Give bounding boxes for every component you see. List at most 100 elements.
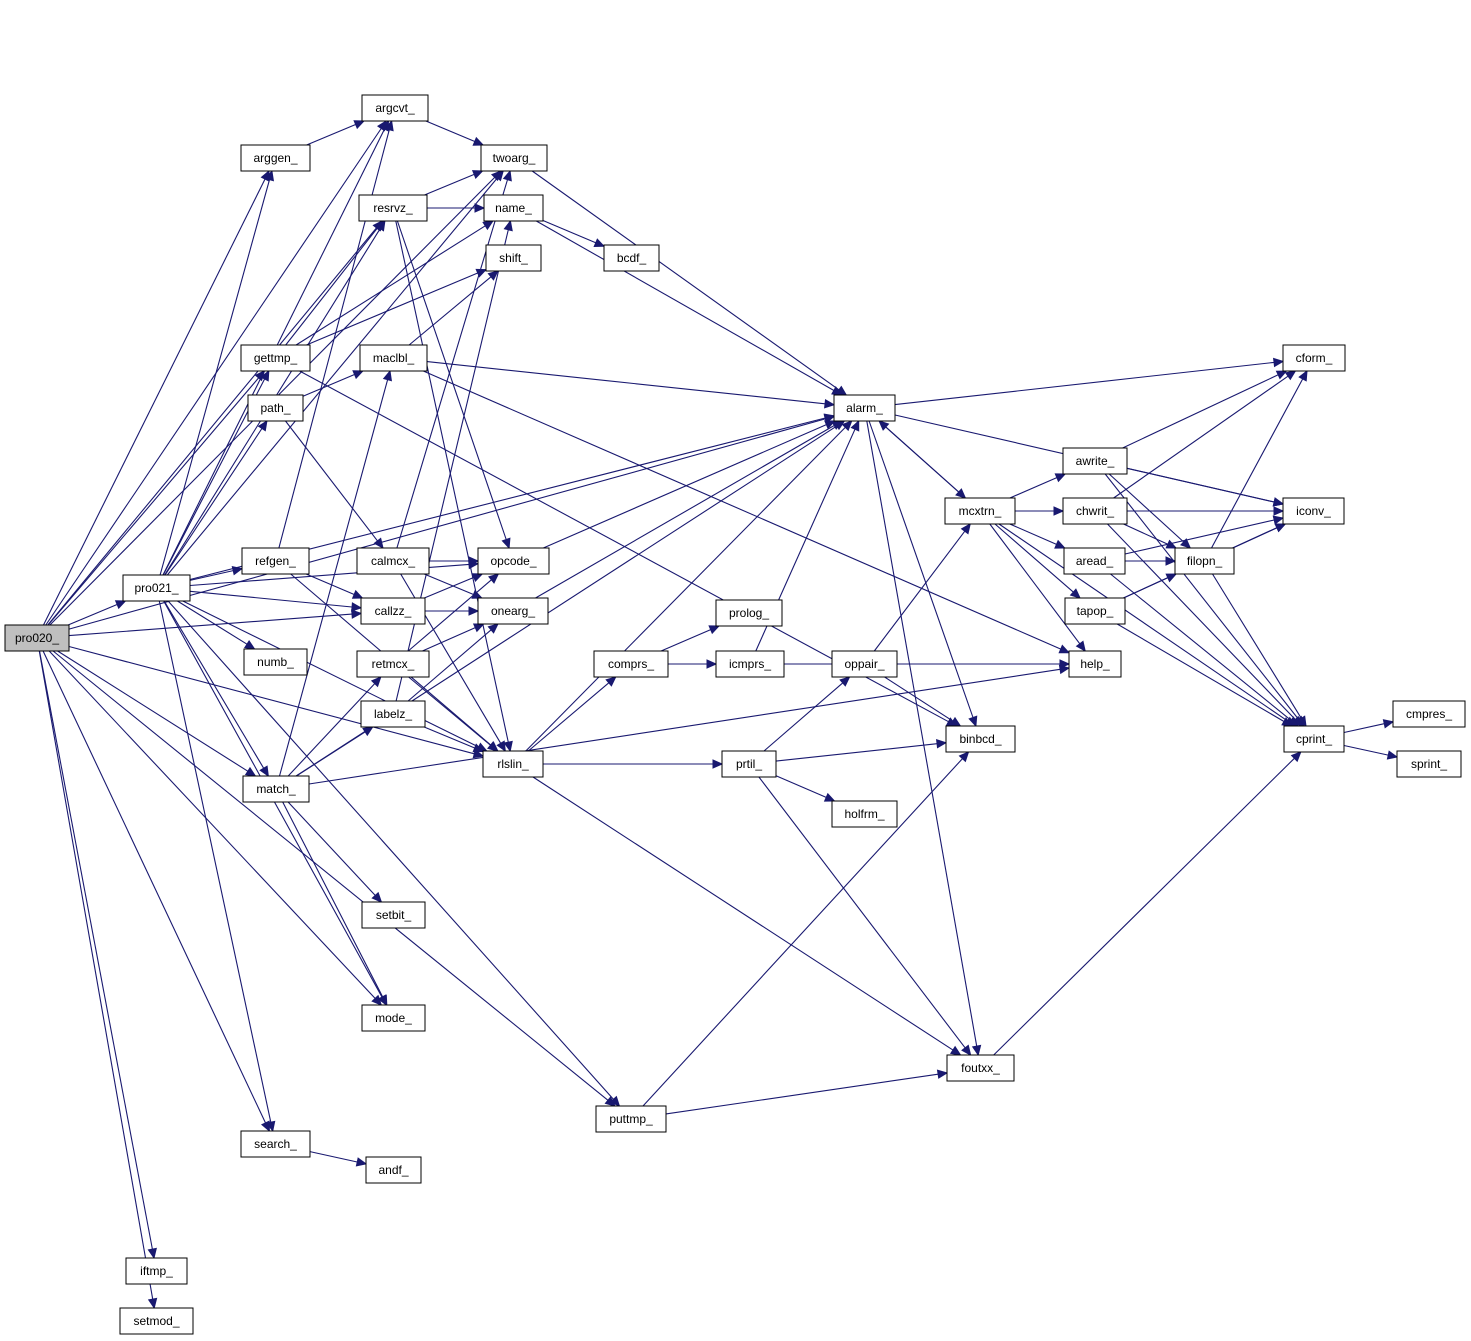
node-sprint[interactable]: sprint_ xyxy=(1396,750,1462,778)
node-icmprs[interactable]: icmprs_ xyxy=(715,650,785,678)
arrowhead-chwrit-to-cform xyxy=(1284,370,1297,381)
node-bcdf-box xyxy=(603,244,660,272)
edge-prtil-to-oppair xyxy=(763,682,844,752)
node-mcxtrn-label: mcxtrn_ xyxy=(959,504,1002,518)
edge-match-to-maclbl xyxy=(278,379,389,777)
arrowhead-search-to-andf xyxy=(355,1157,368,1167)
arrowhead-arggen-to-argcvt xyxy=(353,120,366,130)
node-awrite-box xyxy=(1062,447,1128,475)
node-calmcx[interactable]: calmcx_ xyxy=(356,547,430,575)
arrowhead-resrvz-to-twoarg xyxy=(471,170,484,180)
arrowhead-awrite-to-iconv xyxy=(1272,497,1285,507)
node-iftmp[interactable]: iftmp_ xyxy=(125,1257,188,1285)
node-opcode[interactable]: opcode_ xyxy=(477,547,550,575)
node-mode[interactable]: mode_ xyxy=(361,1004,426,1032)
node-comprs[interactable]: comprs_ xyxy=(593,650,669,678)
node-path[interactable]: path_ xyxy=(247,394,304,422)
node-callzz[interactable]: callzz_ xyxy=(360,597,426,625)
arrowhead-mcxtrn-to-tapop xyxy=(1069,588,1081,599)
node-cmpres[interactable]: cmpres_ xyxy=(1392,700,1466,728)
node-name[interactable]: name_ xyxy=(483,194,544,222)
node-aread[interactable]: aread_ xyxy=(1063,547,1126,575)
node-callzz-label: callzz_ xyxy=(375,604,412,618)
node-awrite[interactable]: awrite_ xyxy=(1062,447,1128,475)
node-cprint[interactable]: cprint_ xyxy=(1283,725,1345,753)
edge-calmcx-to-onearg xyxy=(423,573,474,596)
node-callzz-box xyxy=(360,597,426,625)
node-cform[interactable]: cform_ xyxy=(1282,344,1346,372)
node-arggen[interactable]: arggen_ xyxy=(240,144,311,172)
node-tapop[interactable]: tapop_ xyxy=(1064,597,1126,625)
arrowhead-pro020-to-iftmp xyxy=(147,1247,157,1260)
node-path-label: path_ xyxy=(260,401,290,415)
node-shift-box xyxy=(485,244,542,272)
node-resrvz[interactable]: resrvz_ xyxy=(358,194,428,222)
node-setmod[interactable]: setmod_ xyxy=(119,1307,194,1335)
node-twoarg-label: twoarg_ xyxy=(493,151,536,165)
node-pro020[interactable]: pro020_ xyxy=(4,624,70,652)
node-prtil[interactable]: prtil_ xyxy=(721,750,777,778)
edge-labelz-to-onearg xyxy=(407,629,492,702)
arrowhead-oppair-to-mcxtrn xyxy=(960,523,971,535)
edge-match-to-setbit xyxy=(287,801,376,896)
arrowhead-pro021-to-alarm xyxy=(823,413,836,423)
edge-awrite-to-filopn xyxy=(1108,473,1184,543)
arrowhead-alarm-to-cform xyxy=(1273,357,1285,368)
node-refgen[interactable]: refgen_ xyxy=(241,547,310,575)
arrowhead-pro021-to-gettmp xyxy=(260,369,270,382)
node-rlslin[interactable]: rlslin_ xyxy=(482,750,544,778)
arrowhead-tapop-to-cprint xyxy=(1281,717,1293,727)
node-comprs-box xyxy=(593,650,669,678)
node-numb[interactable]: numb_ xyxy=(243,648,308,676)
node-filopn[interactable]: filopn_ xyxy=(1174,547,1235,575)
arrowhead-awrite-to-filopn xyxy=(1180,538,1192,549)
node-pro021[interactable]: pro021_ xyxy=(122,574,191,602)
node-holfrm[interactable]: holfrm_ xyxy=(831,800,898,828)
node-match-label: match_ xyxy=(256,782,296,796)
edge-awrite-to-cform xyxy=(1122,374,1279,449)
edge-mcxtrn-to-cprint xyxy=(998,523,1288,722)
node-search[interactable]: search_ xyxy=(240,1130,311,1158)
node-bcdf[interactable]: bcdf_ xyxy=(603,244,660,272)
node-tapop-box xyxy=(1064,597,1126,625)
node-onearg[interactable]: onearg_ xyxy=(477,597,549,625)
node-maclbl[interactable]: maclbl_ xyxy=(359,344,428,372)
node-labelz[interactable]: labelz_ xyxy=(360,700,426,728)
node-awrite-label: awrite_ xyxy=(1076,454,1115,468)
node-retmcx[interactable]: retmcx_ xyxy=(356,650,430,678)
node-prolog[interactable]: prolog_ xyxy=(715,599,783,627)
node-oppair[interactable]: oppair_ xyxy=(831,650,898,678)
node-help[interactable]: help_ xyxy=(1068,650,1122,678)
edge-awrite-to-iconv xyxy=(1126,467,1275,503)
node-foutxx[interactable]: foutxx_ xyxy=(946,1054,1015,1082)
arrowhead-mcxtrn-to-alarm xyxy=(878,420,890,431)
edge-pro020-to-resrvz xyxy=(47,227,377,626)
node-mcxtrn[interactable]: mcxtrn_ xyxy=(944,497,1016,525)
node-puttmp[interactable]: puttmp_ xyxy=(595,1105,667,1133)
arrowhead-calmcx-to-twoarg xyxy=(502,169,512,182)
node-chwrit[interactable]: chwrit_ xyxy=(1062,497,1128,525)
node-gettmp[interactable]: gettmp_ xyxy=(240,344,311,372)
node-shift[interactable]: shift_ xyxy=(485,244,542,272)
node-match[interactable]: match_ xyxy=(242,775,310,803)
node-alarm[interactable]: alarm_ xyxy=(833,394,896,422)
edge-opcode-to-alarm xyxy=(543,424,827,549)
edge-pro020-to-gettmp xyxy=(47,377,260,626)
edge-comprs-to-prolog xyxy=(660,629,711,652)
arrowhead-match-to-alarm xyxy=(833,420,846,431)
node-binbcd[interactable]: binbcd_ xyxy=(945,725,1016,753)
arrowhead-calmcx-to-rlslin xyxy=(496,740,506,753)
node-argcvt[interactable]: argcvt_ xyxy=(361,94,429,122)
arrowhead-calmcx-to-opcode xyxy=(468,556,480,566)
node-maclbl-box xyxy=(359,344,428,372)
node-andf[interactable]: andf_ xyxy=(365,1156,422,1184)
node-twoarg[interactable]: twoarg_ xyxy=(480,144,548,172)
node-cprint-label: cprint_ xyxy=(1296,732,1332,746)
node-setbit[interactable]: setbit_ xyxy=(361,901,426,929)
node-foutxx-box xyxy=(946,1054,1015,1082)
node-chwrit-label: chwrit_ xyxy=(1076,504,1114,518)
node-iconv[interactable]: iconv_ xyxy=(1282,497,1345,525)
arrowhead-name-to-bcdf xyxy=(593,238,606,248)
node-calmcx-box xyxy=(356,547,430,575)
edge-retmcx-to-opcode xyxy=(407,579,492,652)
